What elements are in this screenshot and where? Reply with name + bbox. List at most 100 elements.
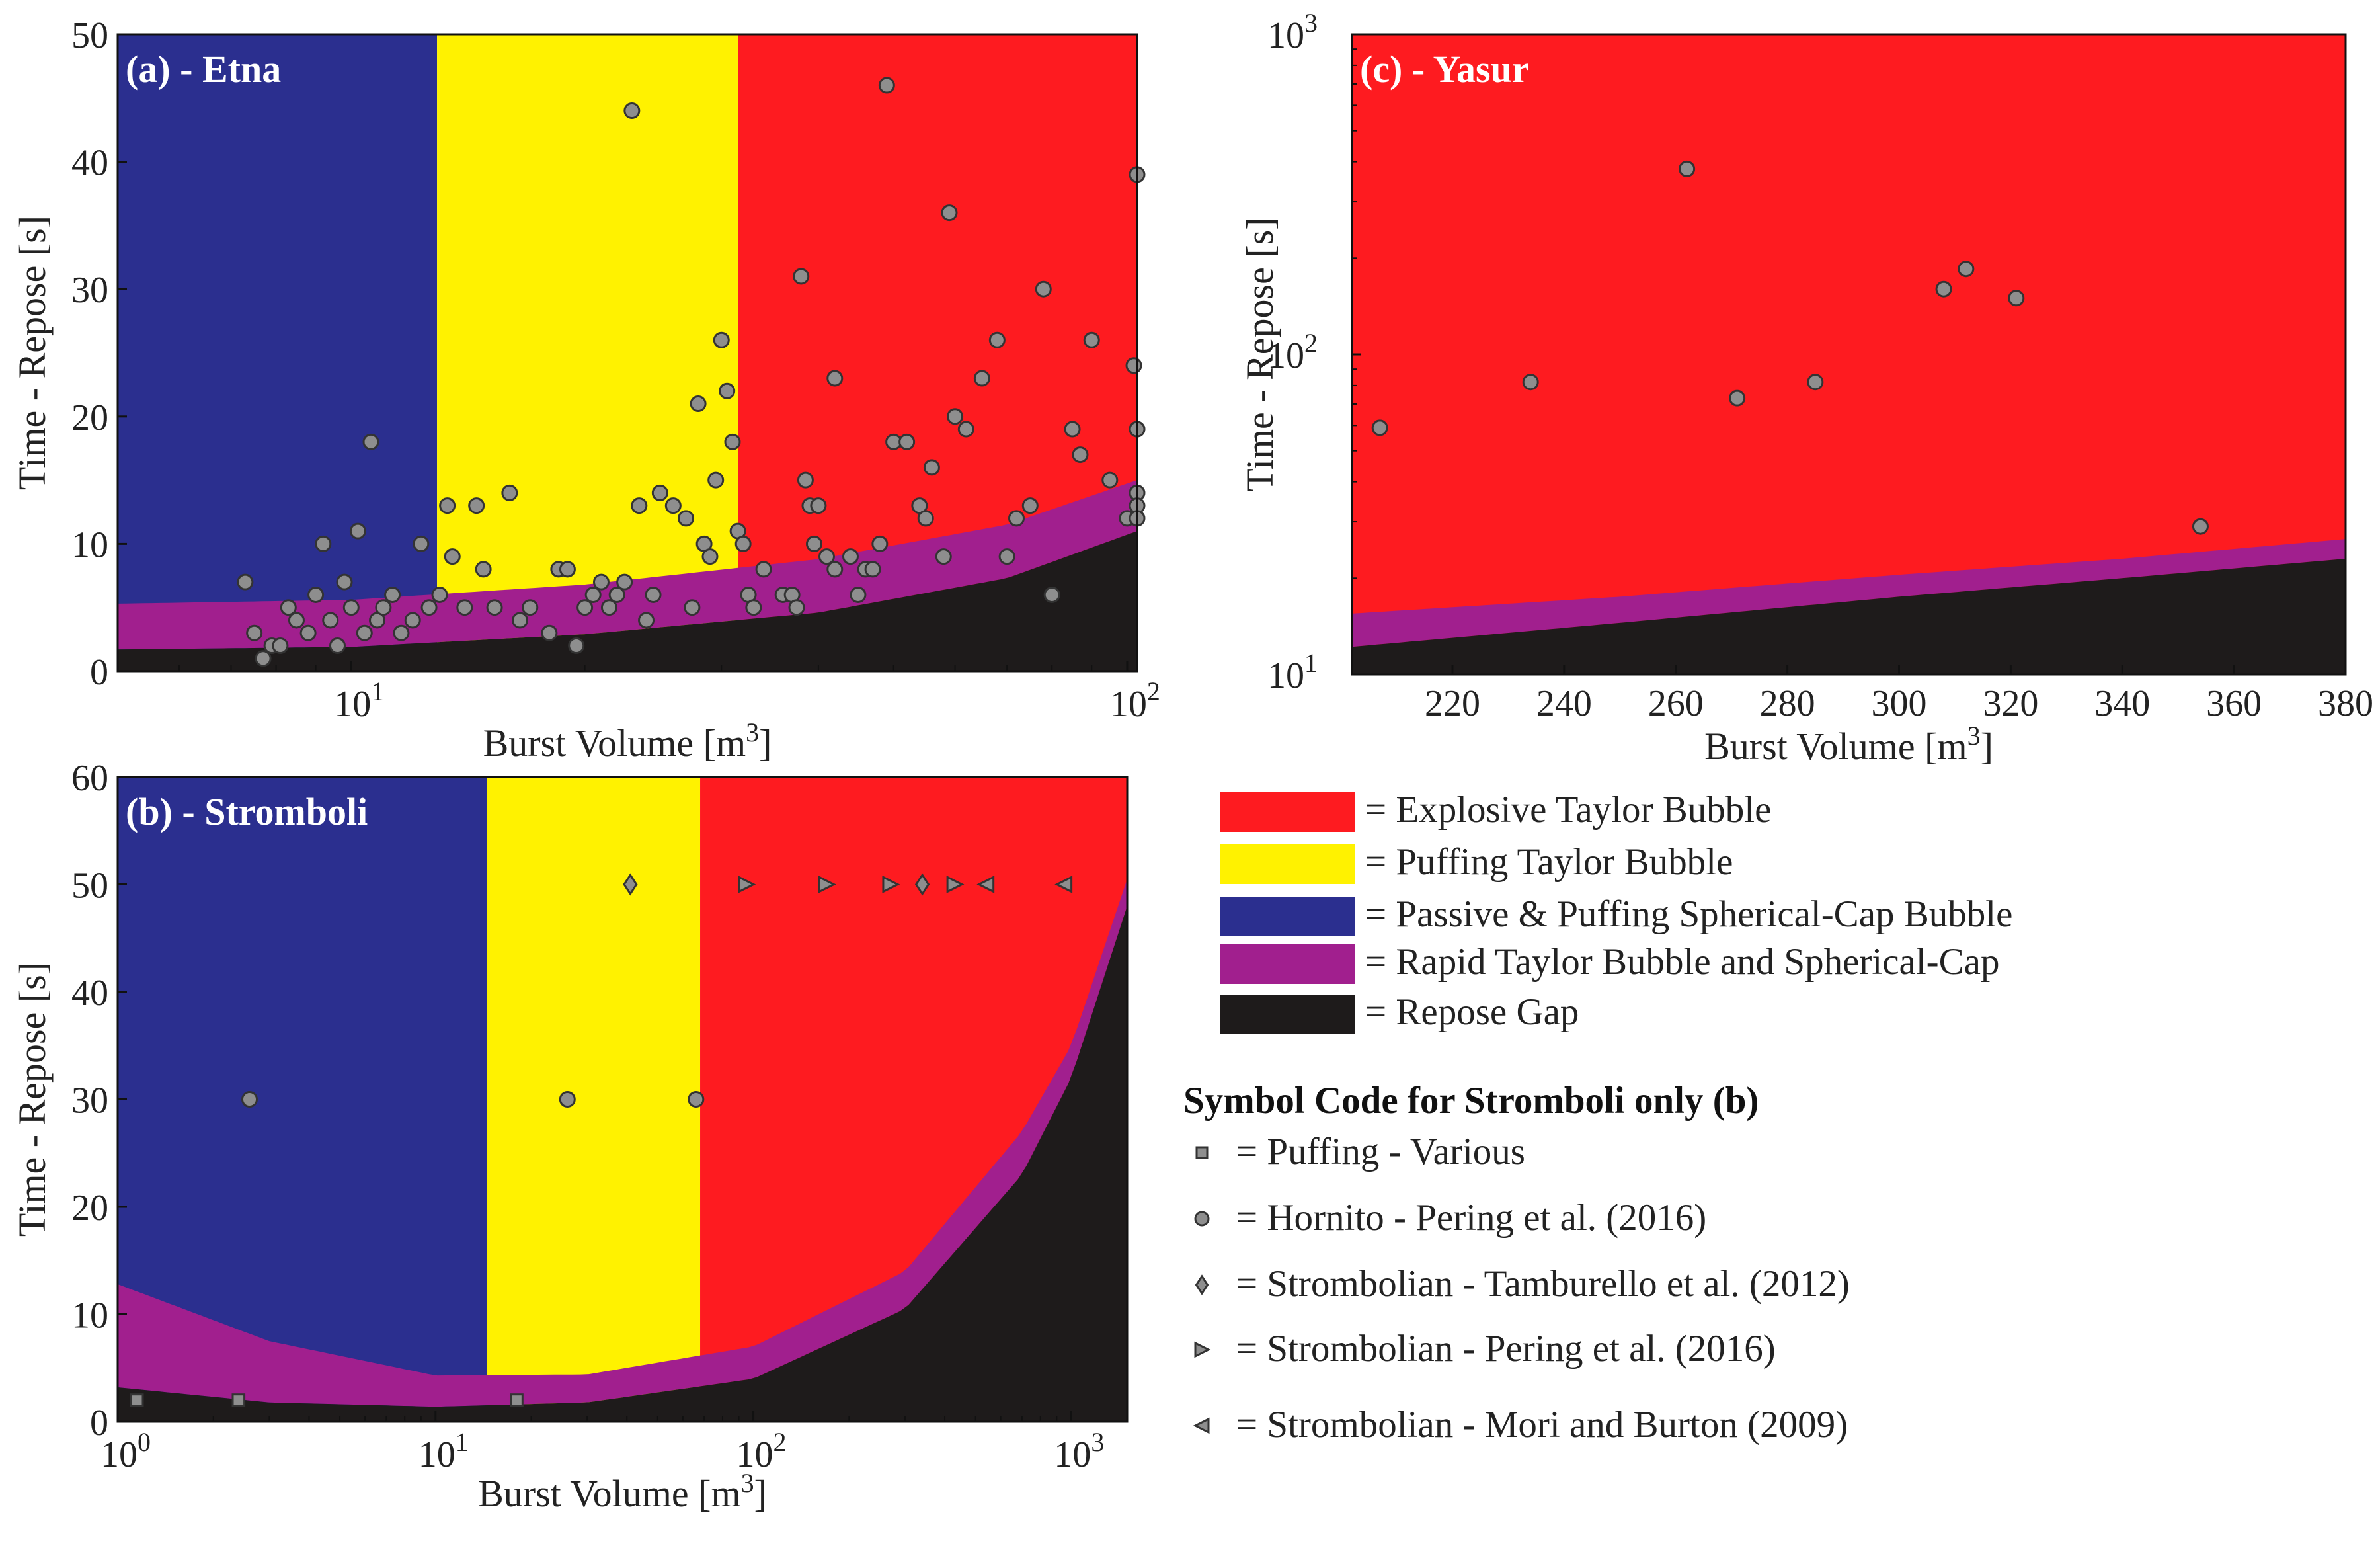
pa-data-point xyxy=(957,421,974,438)
pc-band-rapid xyxy=(1352,539,2346,647)
legend-swatch-passive-spherical xyxy=(1220,897,1355,936)
pa-data-point xyxy=(973,370,990,387)
pa-data-point xyxy=(810,497,827,514)
panel-c-xlabel: Burst Volume [m3] xyxy=(1704,721,1993,768)
pa-ytick-label: 50 xyxy=(71,15,108,56)
pa-data-point xyxy=(651,484,668,501)
legend-label-explosive: = Explosive Taylor Bubble xyxy=(1365,789,1771,831)
pb-series-triangle-right-point xyxy=(946,876,965,893)
pa-data-point xyxy=(413,535,430,552)
pa-data-point xyxy=(255,650,272,667)
pc-data-point xyxy=(1679,160,1696,177)
legend-label-repose-gap: = Repose Gap xyxy=(1365,991,1579,1033)
pa-data-point xyxy=(456,599,473,616)
pc-ytick-label: 101 xyxy=(1267,648,1318,696)
pa-data-point xyxy=(322,612,339,629)
pb-series-diamond-point xyxy=(623,873,638,896)
panel-a-title: (a) - Etna xyxy=(126,48,281,91)
pa-data-point xyxy=(719,382,736,399)
symbol-legend-marker-circle xyxy=(1194,1211,1210,1227)
pa-data-point xyxy=(384,586,401,603)
pa-data-point xyxy=(998,548,1015,565)
pa-data-point xyxy=(444,548,461,565)
pa-data-point xyxy=(826,370,844,387)
pc-xtick-label: 260 xyxy=(1648,683,1704,724)
pb-ytick-label: 30 xyxy=(71,1081,108,1122)
pa-data-point xyxy=(272,637,289,654)
pa-data-point xyxy=(431,586,448,603)
pb-ytick-label: 60 xyxy=(71,758,108,799)
pa-data-point xyxy=(541,624,558,641)
panel-c-title: (c) - Yasur xyxy=(1360,48,1529,91)
pa-data-point xyxy=(818,548,835,565)
pa-data-point xyxy=(898,433,916,450)
pc-data-point xyxy=(1729,389,1746,407)
pc-data-point xyxy=(1935,280,1952,298)
pa-xtick-label: 102 xyxy=(1110,676,1160,725)
pb-xtick-label-base: 10 xyxy=(418,1434,456,1475)
symbol-legend-marker-square xyxy=(1195,1146,1209,1159)
pa-ytick-label: 10 xyxy=(71,524,108,565)
pb-series-triangle-right-point xyxy=(738,876,756,893)
pa-data-point xyxy=(299,624,317,641)
pa-data-point xyxy=(237,573,254,591)
legend-swatch-repose-gap xyxy=(1220,995,1355,1034)
pa-data-point xyxy=(420,599,438,616)
pb-series-square-point xyxy=(510,1393,524,1407)
pa-data-point xyxy=(947,408,964,425)
pa-data-point xyxy=(349,522,366,540)
pa-data-point xyxy=(690,395,707,413)
pa-data-point xyxy=(864,561,881,578)
panel-b-ylabel: Time - Repose [s] xyxy=(11,962,54,1237)
symbol-legend-marker-diamond xyxy=(1195,1274,1209,1295)
pa-data-point xyxy=(592,573,610,591)
panel-c-xlabel-text: Burst Volume [m xyxy=(1704,725,1967,768)
pa-data-point xyxy=(988,331,1006,348)
pa-data-point xyxy=(393,624,410,641)
pa-data-point xyxy=(576,599,594,616)
pa-xtick-label-base: 10 xyxy=(1110,684,1147,725)
pa-data-point xyxy=(623,102,641,120)
symbol-legend-marker-triangle-left xyxy=(1193,1417,1210,1434)
panel-b-regions xyxy=(118,777,1127,1422)
pa-data-point xyxy=(512,612,529,629)
panel-c-points xyxy=(1371,160,2209,535)
panel-b-xlabel-text: Burst Volume [m xyxy=(478,1472,740,1515)
panel-c-xlabel-sup: 3 xyxy=(1967,721,1981,751)
symbol-legend-marker-triangle-right xyxy=(1194,1341,1211,1358)
symbol-label-puffing-various: = Puffing - Various xyxy=(1236,1131,1525,1172)
pb-xtick-label: 102 xyxy=(736,1427,787,1475)
pc-ytick-label: 103 xyxy=(1267,8,1318,56)
pa-data-point xyxy=(336,573,353,591)
panel-a-xlabel-end: ] xyxy=(759,721,772,764)
symbol-legend-markers xyxy=(1193,1146,1211,1434)
pa-data-point xyxy=(404,612,421,629)
pa-xtick-label-exp: 2 xyxy=(1147,676,1160,706)
pc-xtick-label: 220 xyxy=(1425,683,1480,724)
symbol-label-mori-burton: = Strombolian - Mori and Burton (2009) xyxy=(1236,1404,1848,1446)
pb-series-circle-point xyxy=(559,1091,576,1108)
pa-band-repose-gap xyxy=(118,531,1137,671)
pa-data-point xyxy=(288,612,305,629)
panel-a-regions xyxy=(118,34,1137,671)
pb-band-repose-gap xyxy=(118,906,1127,1422)
pa-data-point xyxy=(645,586,662,603)
pa-data-point xyxy=(329,637,346,654)
pc-xtick-label: 300 xyxy=(1871,683,1926,724)
pb-ytick-label: 40 xyxy=(71,973,108,1014)
panel-c-regions xyxy=(1352,34,2346,675)
pa-data-point xyxy=(608,586,625,603)
pa-data-point xyxy=(280,599,297,616)
pa-data-point xyxy=(871,535,889,552)
pa-data-point xyxy=(342,599,360,616)
pa-data-point xyxy=(362,433,379,450)
panel-a-ylabel: Time - Repose [s] xyxy=(11,216,54,490)
pa-data-point xyxy=(439,497,456,514)
pa-data-point xyxy=(375,599,392,616)
pa-data-point xyxy=(522,599,539,616)
pa-ytick-label: 40 xyxy=(71,143,108,184)
